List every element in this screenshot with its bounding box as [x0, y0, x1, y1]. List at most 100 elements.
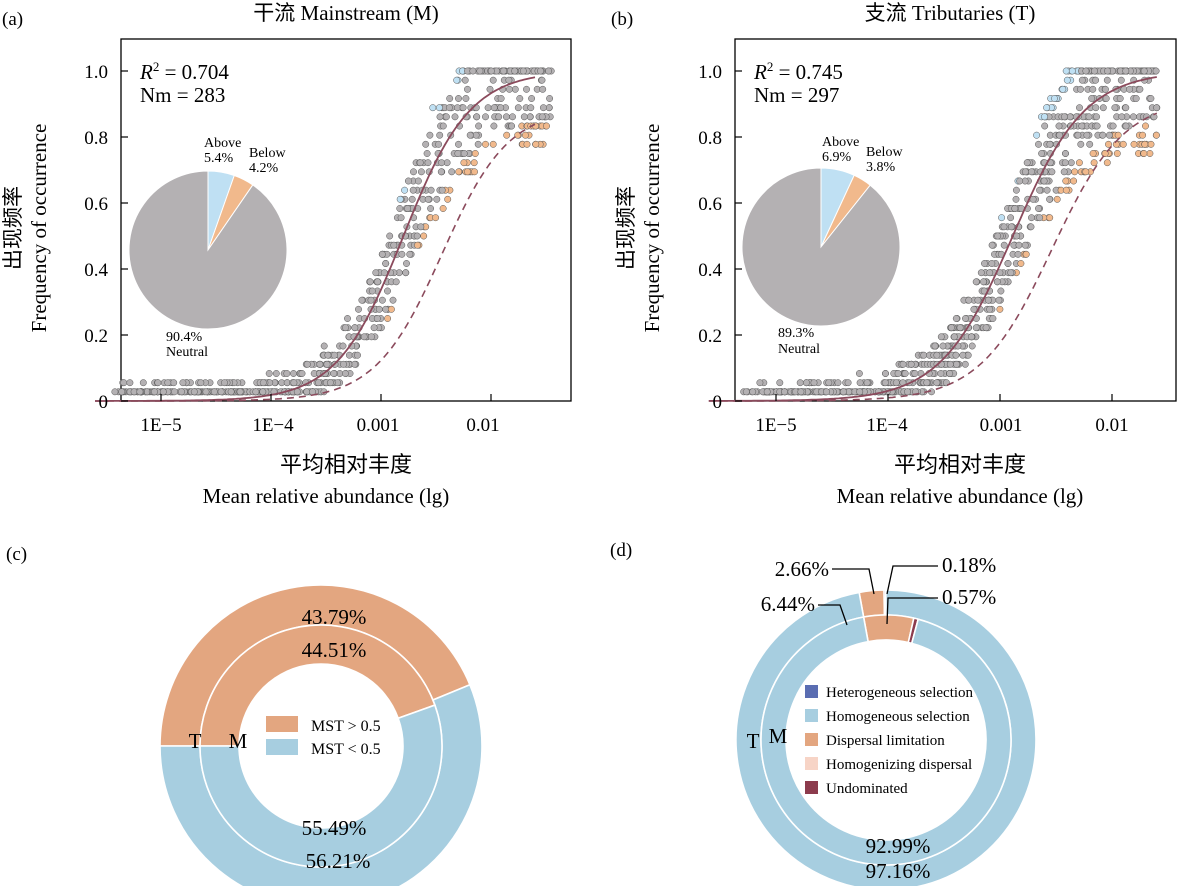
panel-b: (b) 支流 Tributaries (T) 0 0.2 0.4 0.6 0.8… — [611, 1, 1177, 508]
legend-label-mst-low: MST < 0.5 — [311, 741, 381, 758]
data-point — [1004, 260, 1012, 267]
data-point — [1082, 168, 1090, 176]
data-point — [424, 195, 432, 203]
panel-d-ring-inner-label: M — [769, 724, 788, 748]
data-point — [427, 205, 435, 212]
fit-curve-upper-bound — [708, 112, 1158, 402]
data-point — [1048, 168, 1056, 176]
data-point — [427, 186, 435, 194]
data-point — [970, 305, 978, 313]
data-point — [965, 296, 973, 304]
data-point — [154, 379, 162, 387]
data-point — [956, 324, 964, 332]
data-point — [320, 342, 328, 350]
data-point — [856, 388, 864, 396]
data-point — [354, 351, 361, 359]
data-point — [511, 85, 519, 93]
data-point — [1015, 241, 1023, 249]
data-point — [756, 379, 764, 387]
data-point — [881, 379, 889, 387]
data-point — [451, 113, 459, 121]
data-point — [345, 351, 353, 359]
data-point — [763, 388, 771, 396]
data-point — [1152, 67, 1160, 75]
data-point — [1105, 131, 1113, 139]
panel-b-y-tick-label: 0.6 — [698, 194, 722, 215]
data-point — [974, 296, 982, 304]
panel-a-x-label-en: Mean relative abundance (lg) — [203, 484, 450, 508]
panel-a-x-tick-label: 1E−5 — [140, 415, 181, 436]
data-point — [1059, 85, 1067, 93]
data-point — [351, 360, 359, 368]
data-point — [523, 140, 531, 148]
data-point — [1035, 205, 1042, 212]
data-point — [823, 388, 830, 396]
panel-c-inner-bottom-label: 55.49% — [302, 816, 367, 840]
panel-b-pie-neutral-name: Neutral — [778, 342, 820, 357]
data-point — [526, 113, 534, 121]
data-point — [202, 388, 210, 396]
data-point — [988, 241, 996, 249]
data-point — [1089, 150, 1097, 157]
data-point — [384, 315, 392, 322]
data-point — [1117, 76, 1125, 84]
data-point — [1021, 168, 1029, 176]
pie-slice-neutral — [128, 170, 288, 330]
data-point — [950, 333, 958, 341]
panel-c-inner-top-label: 44.51% — [302, 638, 367, 662]
panel-a-pie-above-pct: 5.4% — [204, 151, 234, 166]
data-point — [120, 379, 128, 387]
data-point — [378, 296, 386, 304]
data-point — [374, 278, 382, 286]
data-point — [403, 260, 410, 267]
data-point — [1046, 195, 1054, 203]
data-point — [1114, 131, 1122, 139]
data-point — [272, 370, 280, 377]
data-point — [476, 67, 484, 75]
data-point — [527, 104, 535, 112]
panel-b-pie-above-name: Above — [822, 135, 859, 150]
data-point — [474, 140, 482, 148]
data-point — [1007, 269, 1015, 277]
data-point — [1036, 186, 1044, 194]
data-point — [1136, 85, 1144, 93]
data-point — [856, 379, 864, 387]
data-point — [436, 113, 444, 121]
panel-b-scatter-points — [740, 67, 1161, 396]
data-point — [227, 388, 235, 396]
data-point — [1022, 250, 1030, 258]
data-point — [326, 379, 334, 387]
panel-b-pie-neutral-pct: 89.3% — [778, 326, 815, 341]
data-point — [435, 104, 443, 112]
data-point — [781, 388, 788, 396]
data-point — [178, 388, 185, 396]
data-point — [1130, 140, 1138, 148]
panel-b-fit-curves — [708, 76, 1158, 402]
data-point — [482, 140, 489, 148]
data-point — [252, 388, 260, 396]
data-point — [994, 232, 1002, 240]
data-point — [1142, 122, 1149, 130]
panel-c-nested-donut — [159, 584, 483, 886]
data-point — [1101, 85, 1109, 93]
data-point — [1092, 76, 1100, 84]
legend-label-undominated: Undominated — [826, 781, 908, 797]
panel-c-ring-inner-label: M — [229, 729, 248, 753]
data-point — [406, 250, 414, 258]
data-point — [360, 333, 368, 341]
data-point — [995, 296, 1003, 304]
data-point — [1011, 205, 1019, 212]
panel-c: (c) 43.79% 44.51% 55.49% 56.21% T M MST … — [6, 544, 483, 886]
data-point — [500, 67, 508, 75]
data-point — [1085, 113, 1093, 121]
legend-swatch-dispersal-limitation — [805, 733, 818, 746]
data-point — [972, 324, 980, 332]
leader-line-644 — [818, 604, 848, 626]
data-point — [424, 159, 432, 167]
data-point — [330, 351, 338, 359]
panel-a-y-tick-label: 0 — [99, 392, 109, 413]
data-point — [461, 76, 469, 84]
data-point — [1041, 113, 1048, 121]
data-point — [1000, 241, 1008, 249]
data-point — [1089, 85, 1097, 93]
